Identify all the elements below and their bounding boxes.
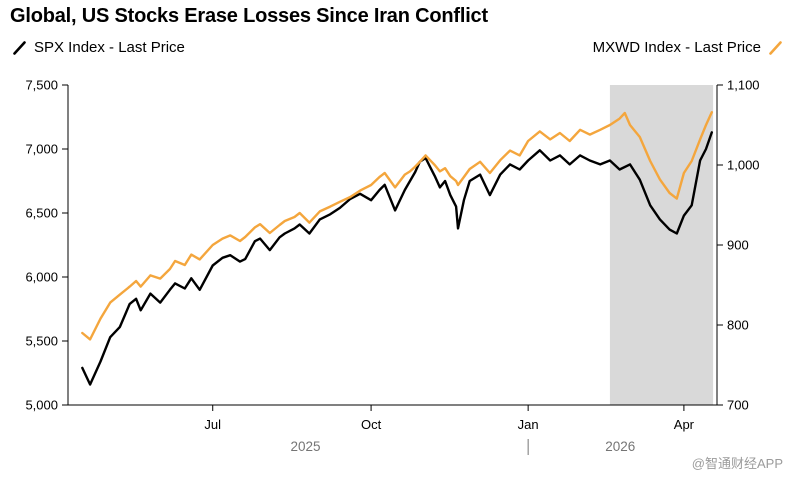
right-axis-tick-label: 1,100: [727, 78, 760, 93]
mxwd-price-line: [81, 110, 713, 341]
spx-price-line: [81, 131, 713, 386]
left-axis-tick-label: 6,500: [25, 206, 58, 221]
right-axis-tick-label: 900: [727, 238, 749, 253]
right-axis-tick-label: 800: [727, 318, 749, 333]
right-axis-tick-label: 700: [727, 398, 749, 413]
year-label: 2025: [291, 439, 321, 454]
mxwd-line-mark-icon: [769, 40, 782, 55]
legend-spx-label: SPX Index - Last Price: [34, 39, 185, 56]
mxwd-line-mark-stroke: [769, 40, 782, 55]
left-axis-tick-label: 6,000: [25, 270, 58, 285]
left-axis-tick-label: 7,000: [25, 142, 58, 157]
spx-line-mark-stroke: [13, 40, 26, 55]
legend-mxwd-label: MXWD Index - Last Price: [592, 39, 761, 56]
x-axis-tick-label: Apr: [674, 417, 695, 432]
left-axis-tick-label: 7,500: [25, 78, 58, 93]
x-axis-tick-label: Jan: [518, 417, 539, 432]
legend-spx: SPX Index - Last Price: [12, 39, 185, 56]
x-axis-tick-label: Jul: [204, 417, 221, 432]
page-title: Global, US Stocks Erase Losses Since Ira…: [10, 5, 488, 27]
year-label: 2026: [605, 439, 635, 454]
legend-mxwd: MXWD Index - Last Price: [593, 39, 783, 56]
spx-line-mark-icon: [13, 40, 26, 55]
left-axis-tick-label: 5,500: [25, 334, 58, 349]
x-axis-tick-label: Oct: [361, 417, 382, 432]
left-axis-tick-label: 5,000: [25, 398, 58, 413]
shaded-region: [609, 85, 714, 405]
right-axis-tick-label: 1,000: [727, 158, 760, 173]
watermark: @智通财经APP: [691, 456, 783, 471]
